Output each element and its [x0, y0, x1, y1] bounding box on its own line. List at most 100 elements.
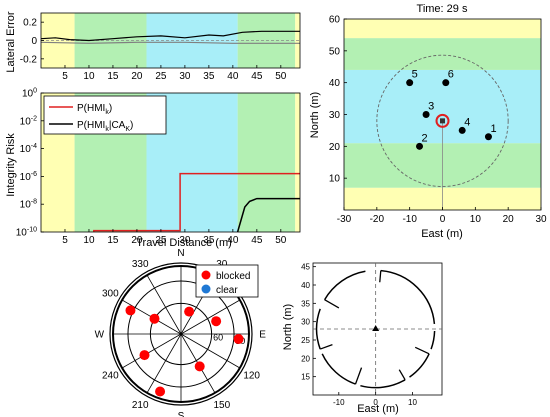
- polar-radial-label: 60: [213, 332, 223, 342]
- map-xtick-label: 0: [440, 214, 446, 225]
- map-landmark-4: [458, 126, 466, 134]
- polar-outer-ring: [109, 262, 253, 406]
- scan-spur-0: [324, 299, 340, 309]
- map-range-circle: [376, 54, 509, 187]
- scan-ylabel: North (m): [282, 304, 294, 350]
- polar-spoke: [146, 274, 182, 335]
- scan-xtick-label: 0: [373, 398, 378, 407]
- scan-spur-4: [414, 346, 430, 355]
- risk-ytick-label: 10-4: [20, 143, 37, 155]
- risk-legend-label-0: P(HMIk): [77, 103, 112, 116]
- polar-satellite-1: [149, 313, 160, 324]
- map-ytick-label: 60: [329, 15, 341, 26]
- risk-xtick-label: 30: [179, 235, 191, 246]
- risk-band-3: [237, 93, 296, 232]
- risk-legend: P(HMIk) P(HMIk|CAK): [43, 95, 167, 135]
- scan-spur-1: [320, 344, 333, 350]
- map-title: Time: 29 s: [417, 3, 468, 15]
- polar-satellite-6: [155, 386, 166, 397]
- polar-satellite-5: [139, 350, 150, 361]
- lateral-xtick-label: 45: [251, 71, 263, 82]
- lateral-series-0: [40, 30, 300, 42]
- map-xtick-label: 20: [503, 214, 515, 225]
- risk-legend-label-1: P(HMIk|CAK): [77, 120, 133, 133]
- lateral-ytick-label: -0.2: [20, 54, 38, 65]
- map-band-3: [344, 38, 541, 70]
- map-ytick-label: 20: [329, 142, 341, 153]
- map-xlabel: East (m): [421, 228, 463, 240]
- scan-ytick-label: 40: [301, 281, 310, 290]
- polar-angle-label: 120: [243, 370, 260, 381]
- map-band-4: [344, 19, 541, 39]
- polar-satellite-2: [184, 306, 195, 317]
- scan-arc-5: [430, 330, 436, 350]
- risk-legend-box: [43, 95, 167, 135]
- lateral-xtick-label: 5: [62, 71, 68, 82]
- map-vehicle-ring: [435, 113, 450, 128]
- scan-ytick-label: 35: [301, 299, 310, 308]
- polar-panel: N3060E120150S210240W3003306030blockedcle…: [95, 248, 267, 417]
- lateral-ytick-label: 0.2: [23, 18, 37, 29]
- polar-angle-label: 150: [213, 400, 230, 411]
- map-ytick-label: 30: [329, 110, 341, 121]
- polar-satellite-7: [194, 361, 205, 372]
- scan-arc-2: [321, 353, 356, 385]
- polar-angle-label: 330: [132, 259, 149, 270]
- polar-legend: blocked clear: [195, 264, 259, 298]
- risk-ytick-label: 10-10: [16, 227, 37, 239]
- risk-xtick-label: 5: [62, 235, 68, 246]
- scan-arc-1: [315, 308, 321, 350]
- risk-series-1: [236, 197, 300, 233]
- integrity-risk-xlabel: Travel Distance (m): [136, 237, 232, 249]
- lateral-error-panel: 0.2 0 -0.2 5 10 15 20 25 30 35 40 45 50: [20, 12, 301, 82]
- map-ytick-label: 10: [329, 174, 341, 185]
- map-xtick-label: -20: [370, 214, 385, 225]
- map-landmark-6: [442, 79, 450, 87]
- lateral-xtick-label: 20: [131, 71, 143, 82]
- map-landmark-label-2: 2: [422, 132, 428, 144]
- risk-xtick-label: 25: [155, 235, 167, 246]
- polar-spoke: [121, 333, 182, 369]
- map-vehicle-marker: [440, 118, 445, 124]
- scan-xtick-label: -10: [333, 398, 345, 407]
- scan-arc-0: [323, 270, 366, 301]
- scan-arc-6: [380, 269, 436, 324]
- polar-spoke: [146, 333, 182, 394]
- integrity-risk-panel: 100 10-2 10-4 10-6 10-8 10-10 5 10 15 20 25 30 35 40 4…: [16, 88, 301, 246]
- risk-xtick-label: 10: [83, 235, 95, 246]
- risk-ytick-label: 10-6: [20, 171, 37, 183]
- polar-angle-label: 300: [102, 289, 119, 300]
- polar-angle-label: 210: [132, 400, 149, 411]
- map-landmark-label-5: 5: [412, 69, 418, 81]
- map-landmark-label-3: 3: [428, 101, 434, 113]
- risk-xtick-label: 15: [107, 235, 119, 246]
- risk-band-4: [295, 93, 300, 232]
- map-landmark-label-6: 6: [448, 69, 454, 81]
- scan-xtick-label: 10: [408, 398, 417, 407]
- risk-xtick-label: 50: [275, 235, 287, 246]
- lateral-series-1: [40, 41, 300, 44]
- risk-frame: [40, 92, 301, 233]
- lateral-xtick-label: 35: [203, 71, 215, 82]
- map-ylabel: North (m): [309, 92, 321, 138]
- map-landmark-1: [484, 133, 492, 141]
- map-xtick-label: 10: [470, 214, 482, 225]
- polar-legend-label-1: clear: [216, 285, 238, 296]
- map-landmark-label-4: 4: [464, 116, 470, 128]
- scan-panel: -10 0 10 15 20 25 30 35 40 45: [301, 262, 443, 407]
- polar-angle-label: S: [178, 411, 185, 417]
- integrity-risk-ylabel: Integrity Risk: [5, 133, 17, 197]
- map-landmark-label-1: 1: [490, 123, 496, 135]
- map-landmark-2: [416, 142, 424, 150]
- map-ytick-label: 40: [329, 78, 341, 89]
- map-xtick-label: -30: [337, 214, 352, 225]
- scan-xlabel: East (m): [357, 403, 399, 415]
- lateral-xtick-label: 25: [155, 71, 167, 82]
- scan-arc-3: [360, 379, 406, 389]
- map-landmark-5: [406, 79, 414, 87]
- lateral-xtick-label: 10: [83, 71, 95, 82]
- scan-spur-3: [398, 369, 406, 381]
- risk-ytick-label: 10-8: [20, 199, 37, 211]
- polar-angle-label: E: [259, 330, 266, 341]
- polar-angle-label: N: [177, 248, 184, 259]
